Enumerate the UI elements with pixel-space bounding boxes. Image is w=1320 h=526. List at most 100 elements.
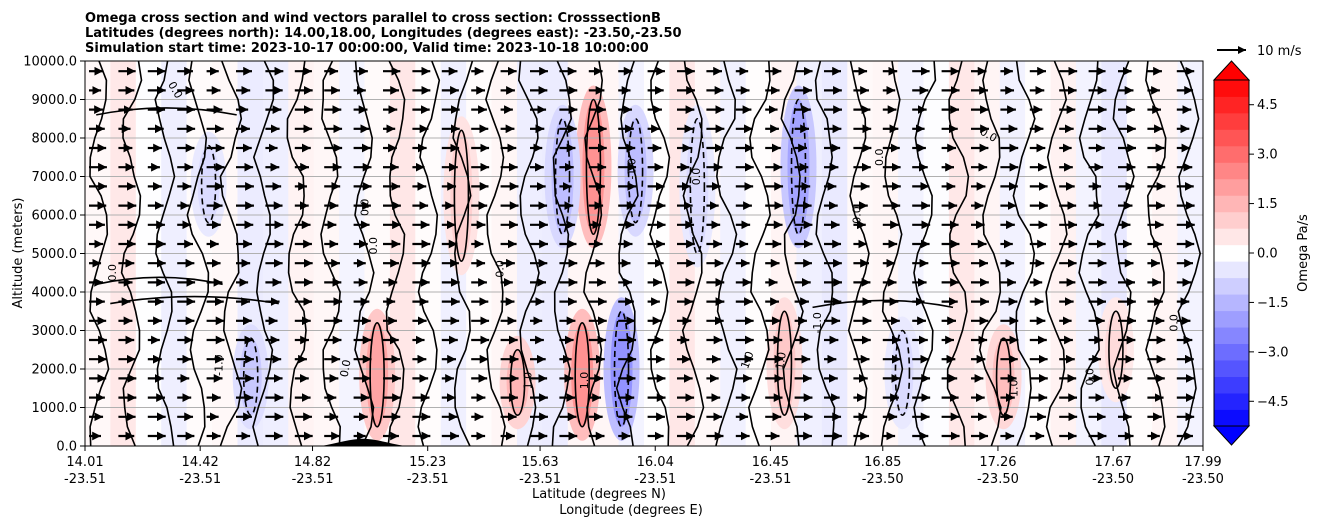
x-tick-label-lon: -23.50 [1092,472,1134,487]
contour-line-zero [681,61,705,446]
contour-line-zero [715,61,738,446]
x-tick-label-lat: 16.45 [752,455,789,470]
x-tick-label-lon: -23.51 [407,472,449,487]
colorbar-tick-label: 4.5 [1257,98,1278,113]
contour-line-zero [780,61,804,446]
colorbar-tick-label: 3.0 [1257,148,1278,163]
x-tick-label-lat: 16.85 [864,455,901,470]
y-tick-label: 10000.0 [23,55,77,70]
colorbar-segment [1214,80,1249,97]
x-axis-ticks: 14.01 -23.51 14.42 -23.51 14.82 -23.51 15.23 -2… [64,446,1224,487]
chart-title-line-2: Latitudes (degrees north): 14.00,18.00, … [85,26,682,41]
x-tick-label-lon: -23.51 [634,472,676,487]
contour-line-zero [812,299,954,309]
x-tick-label-lon: -23.51 [749,472,791,487]
y-tick-label: 4000.0 [32,286,78,301]
colorbar-tick-label: −1.5 [1257,296,1289,311]
y-tick-label: 8000.0 [32,132,78,147]
contour-line-negative [554,117,571,236]
colorbar-segment [1214,244,1249,262]
chart-title-line-1: Omega cross section and wind vectors par… [85,11,661,26]
colorbar-segment [1214,343,1249,361]
contour-label: 0.0 [106,264,119,282]
contour-label: 0.0 [338,359,354,378]
y-tick-label: 7000.0 [32,170,78,185]
contour-label: 0.0 [873,149,886,167]
colorbar-segment [1214,393,1249,410]
x-tick-label-lon: -23.50 [862,472,904,487]
contour-line-positive [453,129,470,262]
x-tick-label-lon: -23.50 [1182,472,1224,487]
wind-vectors [89,66,1195,441]
contour-line-zero [1012,61,1036,446]
contour-line-positive [574,321,591,428]
terrain-silhouette [321,438,406,446]
contour-line-zero [252,61,275,446]
colorbar-segment [1214,376,1249,394]
colorbar-segment [1214,277,1249,295]
contour-label: -1.0 [626,158,639,179]
y-tick-label: 9000.0 [32,93,78,108]
colorbar-segment [1214,211,1249,229]
horizontal-gridlines [85,99,1203,408]
x-axis-label-latitude: Latitude (degrees N) [532,487,666,502]
x-tick-label-lon: -23.51 [179,472,221,487]
contour-line-zero [385,61,406,446]
contour-line-zero [1112,61,1135,446]
colorbar-extend-min [1212,425,1251,446]
colorbar [1212,60,1251,446]
contour-line-negative [689,117,706,255]
colorbar-segment [1214,112,1249,130]
y-axis-label: Altitude (meters) [11,198,26,309]
contour-line-positive [1108,310,1124,390]
contour-line-zero [186,61,210,446]
y-tick-label: 1000.0 [32,401,78,416]
x-tick-label-lon: -23.50 [977,472,1019,487]
y-tick-label: 2000.0 [32,363,78,378]
contour-label: 0.0 [690,168,703,186]
contour-line-negative [627,117,644,224]
colorbar-segment [1214,162,1249,180]
colorbar-tick-label: 0.0 [1257,247,1278,262]
quiver-key-label: 10 m/s [1257,44,1302,59]
colorbar-segment [1214,360,1249,377]
colorbar-segment [1214,96,1249,114]
colorbar-ticks: 4.5 3.0 1.5 0.0 −1.5 −3.0 −4.5 [1249,98,1289,410]
colorbar-segment [1214,409,1249,427]
y-axis-ticks: 0.0 1000.0 2000.0 3000.0 4000.0 5000.0 6000.0 7… [23,55,85,455]
x-tick-label-lat: 15.23 [409,455,446,470]
contour-line-zero [615,61,639,446]
contour-line-zero [1078,61,1100,446]
y-tick-label: 6000.0 [32,209,78,224]
x-tick-label-lon: -23.51 [519,472,561,487]
contour-line-zero [978,61,1002,446]
colorbar-segment [1214,261,1249,279]
x-tick-label-lat: 17.26 [979,455,1016,470]
x-tick-label-lat: 14.82 [294,455,331,470]
colorbar-tick-label: −3.0 [1257,345,1289,360]
colorbar-segment [1214,178,1249,196]
contour-line-zero [286,61,307,446]
contour-line-negative [613,310,630,428]
contour-label: -1.0 [213,354,226,375]
colorbar-tick-label: −4.5 [1257,395,1289,410]
contour-line-zero [747,61,772,446]
colorbar-extend-max [1212,60,1251,81]
contour-label: 0.0 [359,199,372,217]
contour-line-zero [320,61,342,446]
colorbar-tick-label: 1.5 [1257,197,1278,212]
contour-label: -1.0 [811,312,824,333]
contour-line-negative [894,329,911,416]
contour-label: 1.0 [1008,380,1021,398]
x-tick-label-lat: 14.01 [66,455,103,470]
contour-line-zero [1045,61,1068,446]
contour-line-zero [219,61,243,446]
colorbar-segment [1214,228,1249,246]
x-tick-label-lat: 17.99 [1184,455,1221,470]
contour-label: 0.0 [1168,314,1181,332]
contour-label: 0.0 [850,206,863,224]
contour-line-zero [1177,61,1202,446]
x-axis-label-longitude: Longitude (degrees E) [559,503,703,518]
contour-line-zero [485,61,506,446]
